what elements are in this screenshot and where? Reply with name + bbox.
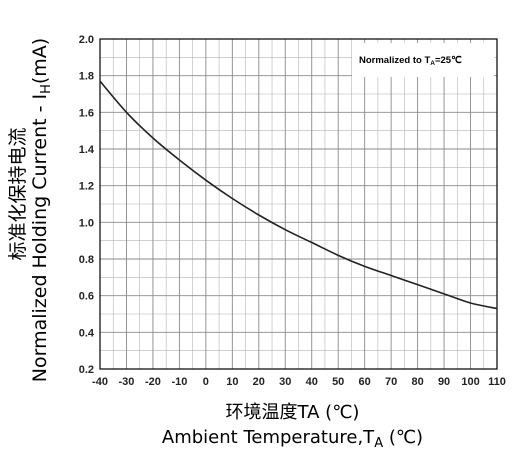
- y-tick-label: 1.6: [79, 107, 94, 119]
- series-layer: [99, 80, 498, 310]
- annotation-subscript: A: [430, 60, 435, 67]
- y-tick-label: 1.4: [79, 144, 95, 156]
- y-axis-label-subscript: H: [39, 84, 54, 94]
- annotation-text: Normalized to TA=25℃: [359, 55, 462, 67]
- plot-frame: [99, 38, 498, 370]
- x-tick-label: 80: [411, 376, 423, 388]
- x-axis-label-chinese: 环境温度TA (℃): [226, 402, 360, 423]
- x-tick-label: 50: [332, 376, 344, 388]
- annotation-main: Normalized to T: [359, 55, 430, 66]
- x-tick-label: 40: [306, 376, 318, 388]
- minor-grid: [100, 39, 497, 369]
- y-tick-label: 0.4: [79, 327, 95, 339]
- y-tick-label: 1.2: [79, 181, 94, 193]
- x-tick-label: 0: [203, 376, 209, 388]
- x-tick-label: 100: [461, 376, 479, 388]
- x-tick-label: -20: [145, 376, 161, 388]
- x-tick-label: 110: [488, 376, 506, 388]
- x-tick-label: 70: [385, 376, 397, 388]
- y-axis-label-unit: (mA): [29, 38, 51, 84]
- x-tick-label: -40: [92, 376, 108, 388]
- y-tick-label: 0.8: [79, 254, 94, 266]
- y-axis-label-chinese: 标准化保持电流: [7, 127, 29, 260]
- y-tick-label: 0.6: [79, 291, 94, 303]
- x-tick-label: 30: [279, 376, 291, 388]
- x-axis-label-subscript: A: [374, 436, 383, 451]
- y-axis-label-main: Normalized Holding Current - I: [29, 94, 51, 382]
- x-tick-label: 10: [226, 376, 238, 388]
- x-tick-label: 20: [253, 376, 265, 388]
- y-tick-label: 1.8: [79, 71, 94, 83]
- y-tick-labels: 0.2 0.4 0.6 0.8 1.0 1.2 1.4 1.6 1.8 2.0: [79, 34, 95, 376]
- y-tick-label: 1.0: [79, 217, 94, 229]
- series-line: [99, 80, 498, 310]
- x-axis-label-unit: (℃): [383, 427, 423, 448]
- y-tick-label: 2.0: [79, 34, 94, 46]
- x-tick-label: 90: [438, 376, 450, 388]
- x-axis-label-main: Ambient Temperature,T: [162, 427, 375, 448]
- annotation-background: [352, 43, 494, 77]
- x-tick-label: -10: [171, 376, 187, 388]
- annotation-box: Normalized to TA=25℃: [352, 43, 494, 77]
- x-tick-labels: -40 -30 -20 -10 0 10 20 30 40 50 60 70 80 90 100 110: [92, 376, 506, 388]
- x-axis-label-english: Ambient Temperature,TA (℃): [162, 427, 423, 451]
- y-axis-label-english: Normalized Holding Current - IH(mA): [29, 38, 54, 382]
- y-tick-label: 0.2: [79, 364, 94, 376]
- annotation-tail: =25℃: [435, 55, 462, 66]
- x-tick-label: -30: [119, 376, 135, 388]
- x-tick-label: 60: [359, 376, 371, 388]
